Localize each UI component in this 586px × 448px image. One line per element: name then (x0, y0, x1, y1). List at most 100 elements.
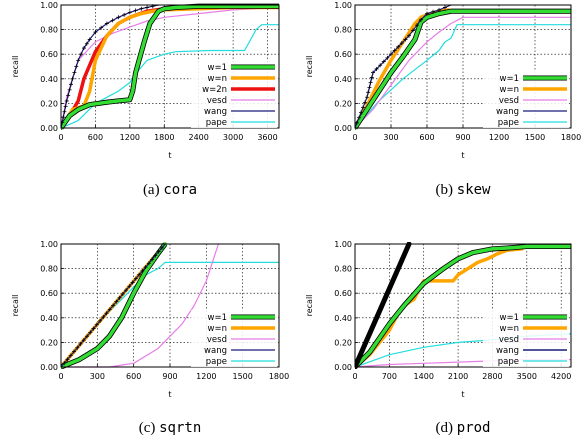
series-marker (374, 66, 379, 71)
x-tick-label: 0 (58, 372, 63, 381)
series-marker (385, 55, 390, 60)
series-marker (399, 41, 404, 46)
series-line (355, 9, 571, 130)
x-tick-label: 1400 (414, 372, 434, 381)
series-marker (431, 9, 435, 14)
series-marker (425, 11, 429, 16)
legend-label: wang (496, 346, 519, 356)
series-marker (139, 6, 144, 11)
x-tick-label: 300 (383, 133, 398, 142)
series-marker (116, 15, 121, 20)
series-marker (91, 326, 96, 331)
series-marker (437, 7, 441, 12)
chart-panel-sqrtn: 0 300 600 900 1200 1500 1800 0.00 0.20 0.40 0.60 0.… (11, 240, 289, 436)
caption-letter: (a) (143, 182, 163, 198)
y-tick-label: 0.40 (334, 314, 352, 323)
series-marker (67, 87, 72, 92)
series-marker (367, 85, 372, 90)
x-tick-label: 900 (455, 133, 470, 142)
series-w=1 (355, 243, 571, 369)
series-marker (107, 307, 112, 312)
series-w=1 (61, 3, 279, 130)
series-marker (104, 311, 109, 316)
series-marker (133, 8, 138, 13)
series-marker (143, 265, 148, 270)
x-tick-label: 2800 (482, 372, 502, 381)
series-marker (99, 25, 104, 30)
legend-label: vesd (499, 96, 519, 106)
plot-frame (354, 243, 572, 368)
series-marker (65, 357, 70, 362)
series-marker (61, 115, 66, 120)
x-tick-label: 600 (126, 372, 141, 381)
series-marker (64, 98, 69, 103)
series-line (61, 243, 219, 368)
x-tick-label: 3000 (223, 133, 243, 142)
series-marker (85, 334, 90, 339)
legend-box (191, 60, 277, 128)
chart-panel-cora: 0 600 1200 1800 2400 3000 3600 0.00 0.20 0.40 0.60… (11, 1, 280, 198)
series-wang (61, 243, 166, 369)
legend-label: wang (204, 107, 227, 117)
x-tick-label: 1200 (196, 372, 216, 381)
series-marker (84, 41, 89, 46)
x-tick-label: 1500 (232, 372, 252, 381)
plot-frame (60, 243, 280, 368)
y-axis-label: recall (305, 56, 314, 78)
y-tick-label: 0.60 (40, 289, 58, 298)
series-marker (369, 75, 374, 80)
series-marker (68, 353, 73, 358)
series-marker (66, 93, 71, 98)
x-tick-label: 2400 (189, 133, 209, 142)
series-marker (63, 104, 68, 109)
series-marker (93, 30, 98, 35)
series-pape (355, 24, 571, 129)
legend-label: w=1 (208, 63, 227, 73)
series-marker (87, 37, 92, 42)
series-marker (94, 322, 99, 327)
y-axis-label: recall (11, 56, 20, 78)
y-tick-label: 0.60 (40, 50, 58, 59)
series-marker (355, 120, 359, 125)
x-tick-label: 900 (162, 372, 177, 381)
series-marker (378, 63, 383, 68)
series-marker (79, 52, 84, 57)
series-marker (392, 48, 397, 53)
series-marker (361, 105, 365, 110)
series-marker (122, 12, 127, 17)
caption-name: cora (163, 182, 197, 198)
x-tick-label: 0 (352, 133, 357, 142)
series-marker (78, 341, 83, 346)
series-marker (114, 299, 119, 304)
series-marker (61, 120, 65, 125)
x-tick-label: 600 (419, 133, 434, 142)
series-marker (81, 46, 86, 51)
series-marker (150, 257, 155, 262)
y-tick-label: 0.60 (334, 289, 352, 298)
caption-name: sqrtn (159, 420, 201, 436)
legend-label: w=n (208, 74, 227, 84)
series-line (355, 24, 571, 129)
panel-caption: (b) skew (436, 182, 492, 198)
legend-label: w=2n (202, 85, 227, 95)
legend-label: wang (204, 346, 227, 356)
series-marker (75, 345, 80, 350)
x-axis-label: t (168, 390, 171, 399)
x-tick-label: 3600 (257, 133, 277, 142)
series-marker (74, 64, 79, 69)
panel-caption: (a) cora (143, 182, 197, 198)
series-line (355, 16, 571, 129)
y-tick-label: 1.00 (334, 1, 352, 10)
y-tick-label: 1.00 (334, 240, 352, 249)
x-tick-label: 1800 (561, 133, 581, 142)
x-tick-label: 1800 (154, 133, 174, 142)
series-marker (72, 349, 77, 354)
legend-label: wang (496, 107, 519, 117)
series-marker (98, 318, 103, 323)
series-marker (137, 272, 142, 277)
caption-letter: (d) (436, 420, 457, 436)
y-tick-label: 0.20 (40, 338, 58, 347)
legend-label: pape (206, 118, 227, 128)
x-tick-label: 700 (382, 372, 397, 381)
series-marker (159, 245, 164, 250)
